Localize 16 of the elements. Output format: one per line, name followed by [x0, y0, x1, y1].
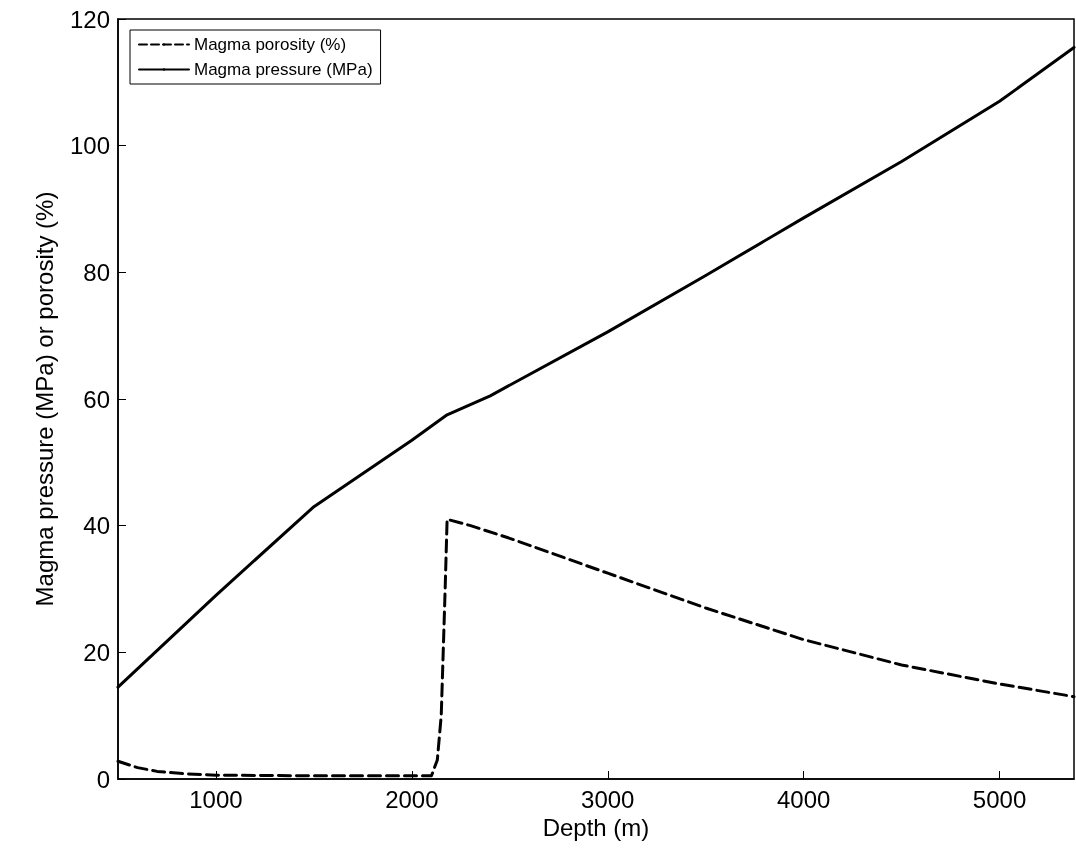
x-tick-label: 3000	[581, 785, 635, 813]
legend-label: Magma pressure (MPa)	[194, 60, 373, 79]
y-tick-label: 80	[83, 258, 110, 286]
x-tick-label: 4000	[776, 785, 831, 813]
x-tick-label: 2000	[385, 785, 439, 813]
y-tick-label: 0	[96, 765, 110, 793]
y-tick-label: 60	[83, 385, 110, 413]
x-tick-label: 1000	[189, 785, 243, 813]
y-axis-title: Magma pressure (MPa) or porosity (%)	[30, 191, 58, 607]
y-tick-label: 100	[69, 132, 110, 160]
y-tick-label: 120	[69, 5, 110, 33]
y-tick-label: 20	[83, 638, 110, 666]
x-tick-label: 5000	[972, 785, 1027, 813]
legend-label: Magma porosity (%)	[194, 35, 347, 54]
x-axis-title: Depth (m)	[542, 814, 650, 842]
y-tick-label: 40	[83, 512, 110, 540]
